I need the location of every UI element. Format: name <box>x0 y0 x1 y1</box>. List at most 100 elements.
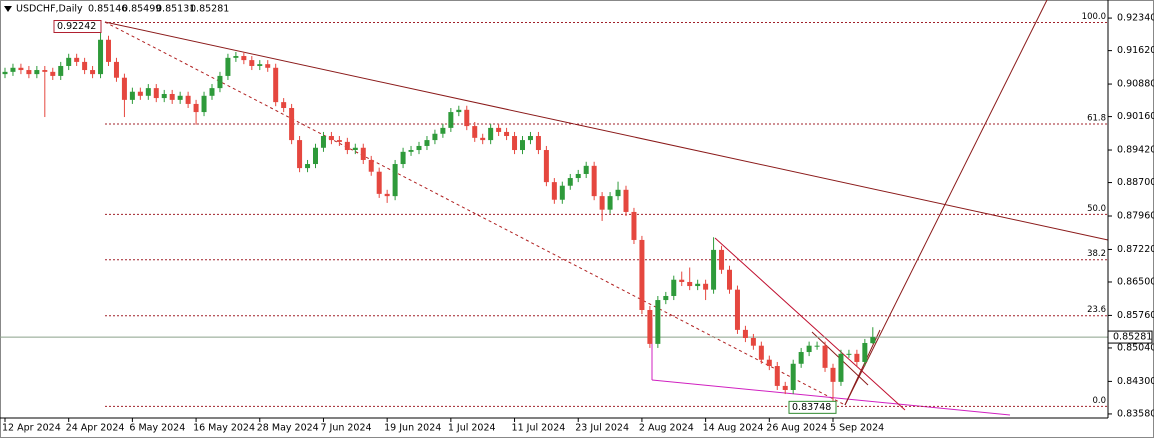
candle-body <box>727 269 732 290</box>
candle-body <box>520 140 525 151</box>
candle-body <box>209 88 215 96</box>
candle-body <box>846 353 852 355</box>
x-tick-label: 7 Jun 2024 <box>320 423 371 434</box>
candle-body <box>265 64 271 68</box>
candle-body <box>607 196 613 210</box>
low-label-box <box>788 400 837 414</box>
candle-body <box>432 133 438 141</box>
x-tick-label: 5 Sep 2024 <box>830 423 884 434</box>
candle-body <box>488 127 494 141</box>
candle-body <box>66 57 72 66</box>
candle-body <box>663 295 669 301</box>
candle-body <box>26 70 32 75</box>
x-tick-label: 23 Jul 2024 <box>575 423 629 434</box>
candle-body <box>870 337 876 344</box>
candle-body <box>18 67 24 71</box>
menu-icon <box>4 6 12 12</box>
candle-body <box>257 64 263 66</box>
candle-body <box>233 56 239 58</box>
high-label: 0.92242 <box>57 21 96 32</box>
candle-body <box>376 171 382 194</box>
candle-body <box>273 67 279 103</box>
candle-body <box>472 126 478 138</box>
y-tick-label: 0.91620 <box>1117 45 1154 56</box>
candle-body <box>241 56 247 61</box>
candle-body <box>655 300 661 344</box>
x-tick-label: 26 Aug 2024 <box>766 423 827 434</box>
candle-body <box>559 185 565 200</box>
x-tick-label: 12 Apr 2024 <box>2 423 61 434</box>
candle-body <box>424 140 430 146</box>
fib-label: 23.6 <box>1087 305 1106 315</box>
x-tick-label: 14 Aug 2024 <box>703 423 764 434</box>
candle-body <box>448 112 454 128</box>
candle-body <box>647 309 653 344</box>
candle-body <box>320 136 326 148</box>
candle-body <box>591 165 597 197</box>
candle-body <box>671 279 677 296</box>
candle-body <box>766 359 772 367</box>
trend-line <box>104 21 1109 241</box>
candle-body <box>830 367 836 382</box>
candle-body <box>822 345 828 368</box>
candle-body <box>281 102 287 109</box>
candle-body <box>193 103 199 113</box>
y-tick-label: 0.87960 <box>1117 211 1154 222</box>
candle-body <box>90 70 96 75</box>
candle-body <box>719 249 725 270</box>
candle-body <box>567 178 573 186</box>
high-label-box <box>53 20 102 34</box>
header-high: 0.85499 <box>122 4 161 15</box>
trend-line <box>714 237 906 411</box>
candle-body <box>687 281 693 287</box>
candle-body <box>2 71 8 75</box>
candle-body <box>177 95 183 100</box>
candle-body <box>368 159 374 172</box>
y-tick-label: 0.83580 <box>1117 408 1154 419</box>
candle-body <box>313 147 318 165</box>
candle-body <box>838 353 844 382</box>
candle-body <box>392 164 398 197</box>
trend-line <box>651 379 1011 416</box>
candle-body <box>50 71 56 76</box>
x-tick-label: 6 May 2024 <box>129 423 185 434</box>
candle-body <box>774 366 780 386</box>
candle-body <box>352 147 358 151</box>
candle-body <box>344 141 350 151</box>
candle-body <box>145 88 151 96</box>
candle-body <box>742 329 748 339</box>
y-tick-label: 0.87220 <box>1117 244 1154 255</box>
candle-body <box>862 342 868 362</box>
candle-body <box>129 91 135 100</box>
candle-body <box>575 173 581 179</box>
candle-body <box>384 193 390 197</box>
candle-body <box>806 345 812 353</box>
candle-body <box>297 140 303 169</box>
y-tick-label: 0.85760 <box>1117 310 1154 321</box>
candle-body <box>360 147 366 160</box>
fib-label: 50.0 <box>1087 204 1106 214</box>
candle-body <box>416 145 422 151</box>
drawings <box>104 0 1109 416</box>
current-price: 0.85281 <box>1113 332 1152 343</box>
candle-body <box>758 345 764 360</box>
x-tick-label: 2 Aug 2024 <box>639 423 694 434</box>
candle-body <box>74 57 80 62</box>
candle-body <box>527 136 533 141</box>
candle-body <box>703 283 709 290</box>
y-tick-label: 0.86500 <box>1117 276 1154 287</box>
candle-body <box>400 151 406 165</box>
candle-body <box>623 189 629 212</box>
candle-body <box>679 279 685 282</box>
header-low: 0.85131 <box>156 4 195 15</box>
candle-body <box>113 61 119 78</box>
y-tick-label: 0.90880 <box>1117 79 1154 90</box>
candle-body <box>58 65 64 76</box>
candle-body <box>615 189 621 197</box>
x-tick-label: 28 May 2024 <box>257 423 319 434</box>
candle-body <box>480 137 486 141</box>
fib-label: 38.2 <box>1087 249 1106 259</box>
candle-body <box>106 39 111 62</box>
